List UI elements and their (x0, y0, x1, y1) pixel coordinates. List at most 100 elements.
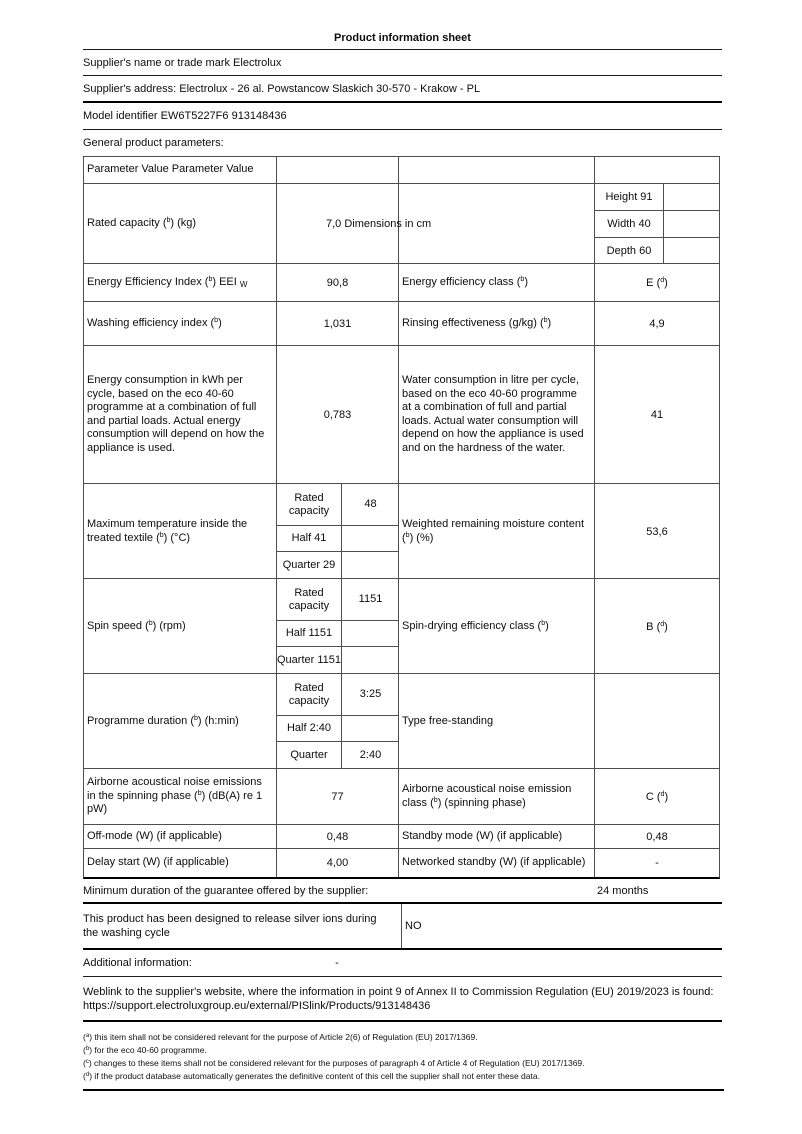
dimensions-subtable: Height 91 Width 40 Depth 60 (595, 184, 719, 264)
param-label: Rinsing effectiveness (g/kg) (b) (399, 302, 595, 345)
row-programme-duration: Programme duration (b) (h:min) Rated cap… (84, 674, 719, 769)
subcell-label: Rated capacity (277, 579, 342, 621)
additional-info-row: Additional information: - (83, 950, 722, 977)
silver-ions-row: This product has been designed to releas… (83, 904, 722, 950)
param-label: Airborne acoustical noise emissions in t… (84, 769, 277, 824)
header-cell: Parameter Value Parameter Value (84, 157, 277, 183)
param-label: Airborne acoustical noise emission class… (399, 769, 595, 824)
footnote-marker: b (543, 316, 548, 324)
header-cell-empty (277, 157, 399, 183)
param-value: 0,48 (646, 830, 668, 843)
row-delay-start: Delay start (W) (if applicable) 4,00 Net… (84, 849, 719, 877)
row-spin-speed: Spin speed (b) (rpm) Rated capacity 1151… (84, 579, 719, 674)
footnote-marker: b (197, 789, 202, 797)
subcell-value (342, 621, 399, 647)
footnotes: (a) this item shall not be considered re… (83, 1031, 722, 1083)
row-rated-capacity: Rated capacity (b) (kg) 7,0 Dimensions i… (84, 184, 719, 264)
product-information-sheet: Product information sheet Supplier's nam… (83, 32, 724, 1091)
param-label: Programme duration (b) (h:min) (84, 674, 277, 769)
page-end-divider (83, 1089, 724, 1091)
row-energy-efficiency: Energy Efficiency Index (b) EEI W 90,8 E… (84, 264, 719, 302)
additional-info-value: - (335, 957, 339, 969)
param-label: Type free-standing (399, 674, 595, 769)
footnote-marker: b (520, 275, 525, 283)
param-label: Washing efficiency index (b) (84, 302, 277, 345)
footnote-marker: b (166, 217, 171, 225)
param-label: Standby mode (W) (if applicable) (399, 825, 595, 848)
subcell-label: Half 1151 (277, 621, 342, 647)
header-cell-empty (399, 157, 595, 183)
subcell-value (342, 526, 399, 552)
general-parameters-heading: General product parameters: (83, 137, 224, 149)
footnote-marker: b (159, 531, 164, 539)
param-label: Spin speed (b) (rpm) (84, 579, 277, 674)
dimension-value (664, 184, 719, 211)
guarantee-value: 24 months (597, 884, 649, 897)
guarantee-label: Minimum duration of the guarantee offere… (83, 884, 369, 897)
param-label: Off-mode (W) (if applicable) (84, 825, 277, 848)
subcell-label: Quarter 1151 (277, 647, 342, 674)
subcell-label: Rated capacity (277, 484, 342, 526)
dimension-value (664, 211, 719, 238)
footnote-b: (b) for the eco 40-60 programme. (83, 1045, 207, 1055)
param-value: 4,9 (649, 317, 665, 330)
row-max-temperature: Maximum temperature inside the treated t… (84, 484, 719, 579)
parameters-table: Parameter Value Parameter Value Rated ca… (83, 156, 720, 879)
supplier-address-text: Supplier's address: Electrolux - 26 al. … (83, 82, 481, 95)
subcell-value (342, 647, 399, 674)
footnote-marker: b (541, 619, 546, 627)
param-value: C (d) (645, 790, 669, 803)
row-consumption: Energy consumption in kWh per cycle, bas… (84, 346, 719, 484)
param-value: 4,00 (277, 849, 399, 877)
footnote-marker: b (405, 531, 410, 539)
footnote-marker: b (194, 714, 198, 722)
param-label: Maximum temperature inside the treated t… (84, 484, 277, 579)
subcell-value: 2:40 (359, 749, 382, 761)
subcell-label: Half 41 (277, 526, 342, 552)
param-label: Energy Efficiency Index (b) EEI W (84, 264, 277, 301)
footnote-marker: b (214, 316, 219, 324)
load-subtable: Rated capacity 1151 Half 1151 Quarter 11… (277, 579, 399, 674)
param-value: - (655, 857, 659, 869)
weblink-url[interactable]: https://support.electroluxgroup.eu/exter… (83, 1000, 431, 1012)
subcell-label: Quarter 29 (277, 552, 342, 579)
param-label: Weighted remaining moisture content (b) … (399, 484, 595, 579)
load-subtable: Rated capacity 48 Half 41 Quarter 29 (277, 484, 399, 579)
footnote-marker: b (433, 796, 438, 804)
model-identifier-row: Model identifier EW6T5227F6 913148436 (83, 103, 722, 130)
footnote-marker: d (85, 1072, 90, 1078)
row-noise: Airborne acoustical noise emissions in t… (84, 769, 719, 825)
supplier-address-row: Supplier's address: Electrolux - 26 al. … (83, 76, 722, 103)
weblink-paragraph: Weblink to the supplier's website, where… (83, 986, 714, 1012)
footnote-marker: b (85, 1046, 90, 1052)
subcell-value: 48 (342, 484, 399, 526)
row-washing-efficiency: Washing efficiency index (b) 1,031 Rinsi… (84, 302, 719, 346)
param-value: 0,783 (277, 346, 399, 483)
footnote-marker: b (148, 619, 153, 627)
subcell-value (342, 716, 399, 742)
silver-ions-value: NO (401, 904, 722, 948)
subcell-label: Half 2:40 (277, 716, 342, 742)
param-label: Networked standby (W) (if applicable) (399, 849, 595, 877)
param-label: Water consumption in litre per cycle, ba… (399, 346, 595, 483)
param-value: 0,48 (277, 825, 399, 848)
subcell-value: 3:25 (342, 674, 399, 716)
dimension-depth: Depth 60 (595, 238, 664, 264)
footnote-marker: a (85, 1033, 90, 1039)
silver-ions-label: This product has been designed to releas… (83, 913, 377, 939)
footnote-marker: b (208, 275, 213, 283)
footnote-marker: d (660, 790, 665, 798)
row-off-mode: Off-mode (W) (if applicable) 0,48 Standb… (84, 825, 719, 849)
param-value: 1,031 (277, 302, 399, 345)
param-label-empty (399, 184, 595, 264)
param-label: Energy efficiency class (b) (399, 264, 595, 301)
param-value: 77 (277, 769, 399, 824)
subcell-value (342, 552, 399, 579)
table-header-row: Parameter Value Parameter Value (84, 157, 719, 184)
footnote-a: (a) this item shall not be considered re… (83, 1032, 478, 1042)
subcell-value: 1151 (342, 579, 399, 621)
param-label: Energy consumption in kWh per cycle, bas… (84, 346, 277, 483)
footnotes-divider (83, 1020, 722, 1022)
load-subtable: Rated capacity 3:25 Half 2:40 Quarter 2:… (277, 674, 399, 769)
param-value: 90,8 (277, 264, 399, 301)
